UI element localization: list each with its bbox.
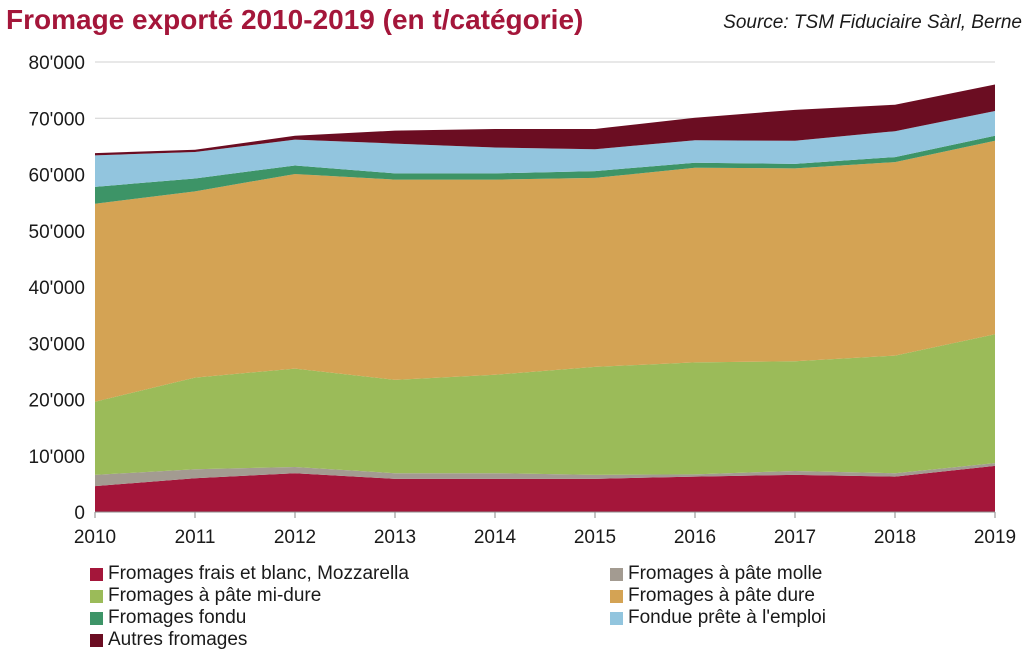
- x-tick-label: 2013: [374, 527, 416, 548]
- legend-label: Fromages à pâte molle: [628, 563, 823, 584]
- legend-swatch: [90, 567, 103, 581]
- x-tick-label: 2019: [974, 527, 1016, 548]
- area-series-fromages-fondu: [95, 135, 995, 204]
- y-tick-label: 80'000: [29, 53, 85, 74]
- legend-label: Autres fromages: [108, 629, 248, 650]
- legend-item: Fondue prête à l'emploi: [610, 607, 826, 629]
- area-series-fromages-frais-et-blanc-mozzarella: [95, 465, 995, 512]
- legend-label: Fromages à pâte mi-dure: [108, 585, 322, 606]
- legend-label: Fondue prête à l'emploi: [628, 607, 826, 628]
- y-tick-label: 40'000: [29, 278, 85, 299]
- legend-swatch: [90, 633, 103, 647]
- y-tick-label: 70'000: [29, 109, 85, 130]
- x-tick-label: 2012: [274, 527, 316, 548]
- legend-swatch: [90, 611, 103, 625]
- axes: 0 10'000 20'000 30'000 40'000 50'000 60'000 70'…: [29, 53, 1017, 548]
- legend-item: Fromages fondu: [90, 607, 246, 629]
- area-series-fondue-pr-te-l-emploi: [95, 110, 995, 187]
- x-tick-label: 2018: [874, 527, 916, 548]
- area-series-fromages-p-te-mi-dure: [95, 334, 995, 475]
- y-tick-label: 10'000: [29, 447, 85, 468]
- legend-item: Autres fromages: [90, 629, 247, 651]
- y-tick-label: 60'000: [29, 166, 85, 187]
- x-tick-label: 2014: [474, 527, 517, 548]
- chart-title: Fromage exporté 2010-2019 (en t/catégori…: [6, 4, 584, 35]
- area-series-fromages-p-te-molle: [95, 463, 995, 487]
- x-tick-label: 2015: [574, 527, 616, 548]
- legend-label: Fromages fondu: [108, 607, 247, 628]
- legend-item: Fromages à pâte dure: [610, 585, 815, 607]
- legend-swatch: [610, 567, 623, 581]
- y-tick-label: 0: [74, 503, 85, 524]
- area-series-autres-fromages: [95, 84, 995, 156]
- chart-source: Source: TSM Fiduciaire Sàrl, Berne: [723, 12, 1022, 33]
- area-series-fromages-p-te-dure: [95, 140, 995, 402]
- legend-swatch: [610, 589, 623, 603]
- y-tick-label: 30'000: [29, 334, 85, 355]
- y-tick-label: 50'000: [29, 222, 85, 243]
- area-series: [95, 84, 995, 512]
- y-tick-label: 20'000: [29, 391, 85, 412]
- x-tick-label: 2010: [74, 527, 116, 548]
- legend-label: Fromages à pâte dure: [628, 585, 815, 606]
- legend-item: Fromages frais et blanc, Mozzarella: [90, 563, 409, 585]
- x-tick-label: 2016: [674, 527, 716, 548]
- legend-label: Fromages frais et blanc, Mozzarella: [108, 563, 409, 584]
- legend-swatch: [610, 611, 623, 625]
- x-tick-label: 2017: [774, 527, 816, 548]
- legend-item: Fromages à pâte mi-dure: [90, 585, 321, 607]
- legend-swatch: [90, 589, 103, 603]
- x-tick-label: 2011: [175, 527, 216, 548]
- legend-item: Fromages à pâte molle: [610, 563, 822, 585]
